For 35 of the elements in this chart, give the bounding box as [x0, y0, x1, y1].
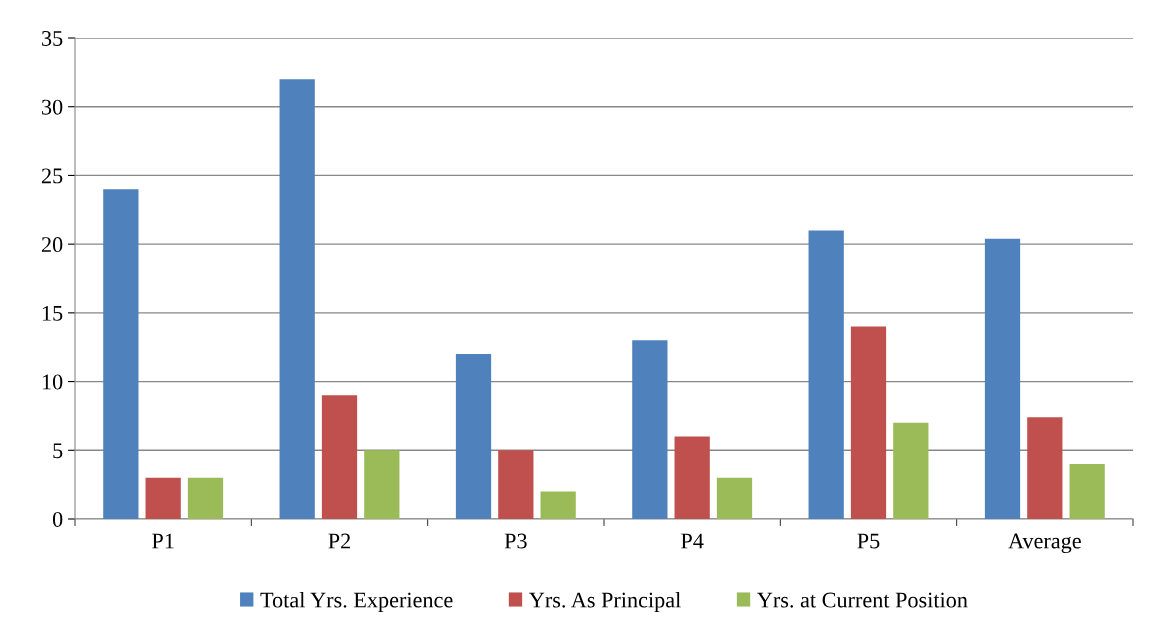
- x-tick-label: P2: [328, 533, 351, 549]
- x-tick-label: P1: [152, 533, 174, 549]
- bar: [674, 436, 710, 519]
- x-tick-label: P4: [681, 533, 704, 549]
- x-tick-label: Average: [1008, 533, 1081, 554]
- y-tick-label: 20: [41, 237, 63, 253]
- bar: [364, 450, 400, 519]
- bar: [145, 477, 181, 519]
- bar: [808, 230, 844, 519]
- bar: [850, 326, 887, 519]
- bar: [984, 238, 1021, 519]
- x-tick-label: P3: [504, 533, 527, 549]
- bar: [716, 477, 753, 519]
- y-tick-label: 5: [53, 443, 63, 459]
- bar: [279, 79, 315, 519]
- y-tick-label: 25: [41, 168, 63, 184]
- legend-label: Yrs. at Current Position: [757, 592, 968, 608]
- y-tick-label: 0: [52, 511, 63, 527]
- y-tick-label: 30: [42, 99, 63, 115]
- y-tick-label: 10: [42, 374, 63, 390]
- legend-label: Yrs. As Principal: [529, 591, 681, 613]
- y-tick-label: 35: [42, 30, 63, 46]
- bar: [321, 395, 358, 519]
- bar: [187, 477, 224, 519]
- bar: [103, 189, 139, 519]
- x-tick-label: P5: [857, 533, 880, 549]
- bar: [455, 354, 492, 519]
- bar: [1027, 417, 1063, 519]
- bar: [498, 450, 534, 519]
- bar: [540, 491, 576, 519]
- y-tick-label: 15: [42, 305, 63, 321]
- legend-label: Total Yrs. Experience: [260, 591, 453, 613]
- bar: [1069, 464, 1105, 519]
- bar: [893, 422, 929, 519]
- bar: [632, 340, 668, 519]
